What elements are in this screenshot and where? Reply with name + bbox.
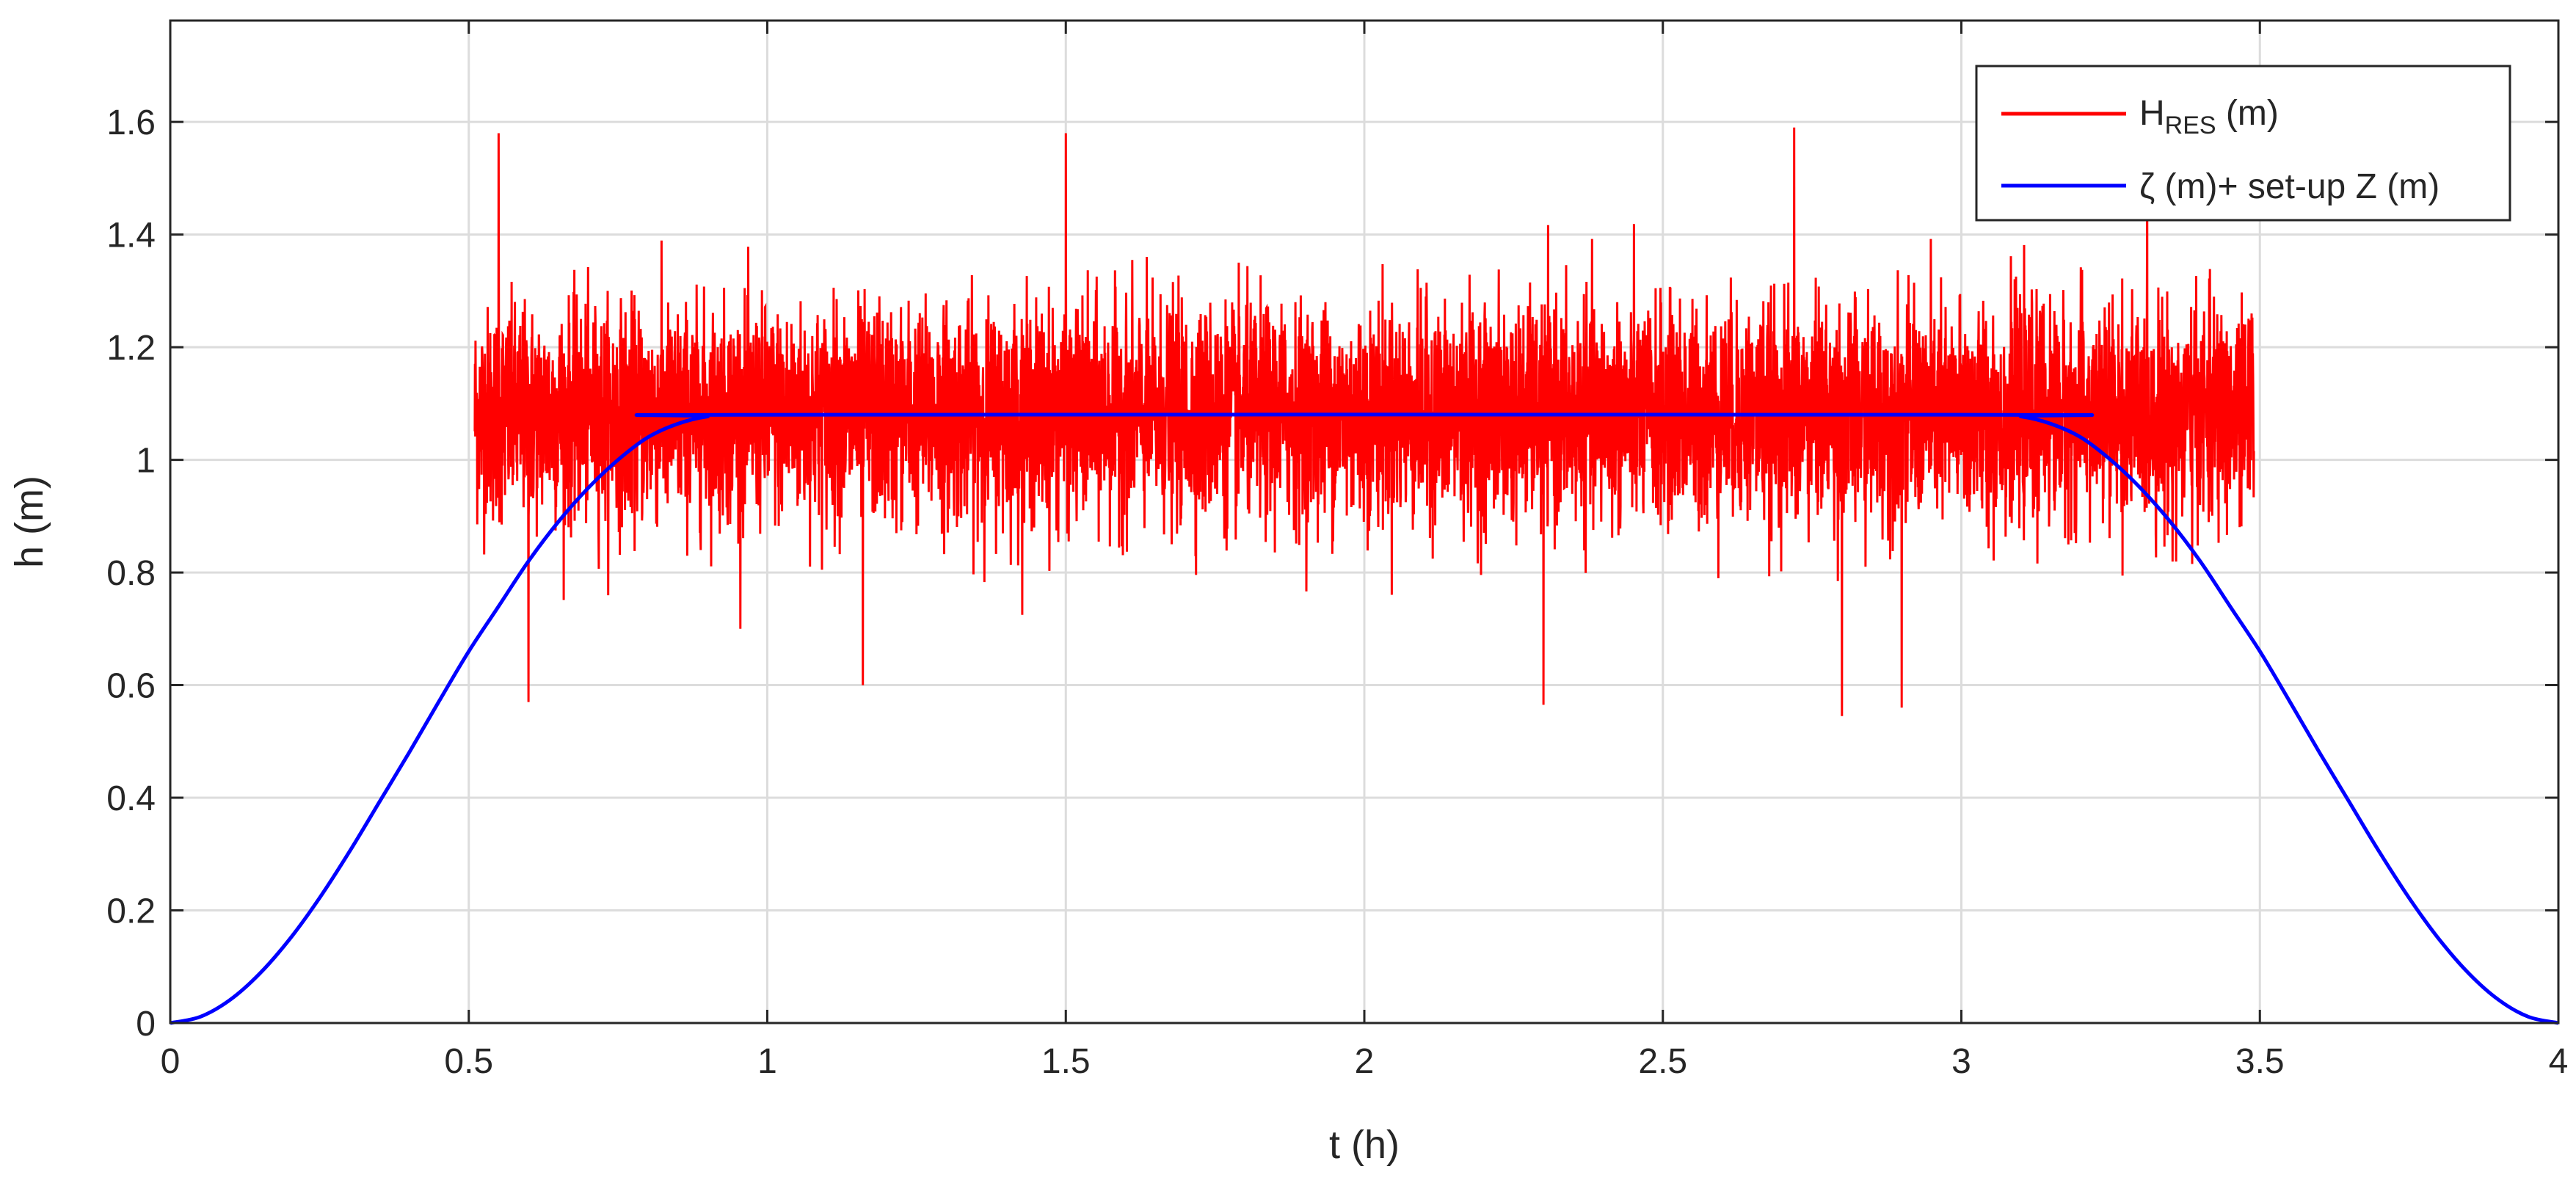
- y-axis-label: h (m): [7, 476, 51, 568]
- legend-label-setup: ζ (m)+ set-up Z (m): [2139, 167, 2439, 206]
- y-tick-label: 1.4: [106, 216, 156, 255]
- x-tick-label: 4: [2549, 1042, 2569, 1081]
- x-tick-label: 0: [161, 1042, 181, 1081]
- y-tick-label: 1.2: [106, 329, 156, 368]
- x-tick-label: 2: [1355, 1042, 1375, 1081]
- legend-label-hres: HRES (m): [2139, 94, 2279, 139]
- y-tick-label: 1: [136, 442, 156, 481]
- legend: HRES (m) ζ (m)+ set-up Z (m): [1975, 65, 2511, 222]
- x-tick-label: 3.5: [2235, 1042, 2285, 1081]
- x-axis-ticks: 0 0.5 1 1.5 2 2.5 3 3.5 4: [161, 21, 2569, 1081]
- y-tick-label: 0: [136, 1005, 156, 1044]
- x-tick-label: 3: [1951, 1042, 1971, 1081]
- x-tick-label: 1.5: [1041, 1042, 1091, 1081]
- x-axis-label: t (h): [1329, 1123, 1400, 1167]
- legend-box: [1975, 65, 2511, 222]
- legend-label-hres-main: H: [2139, 94, 2165, 133]
- x-tick-label: 0.5: [444, 1042, 493, 1081]
- y-axis-ticks: 0 0.2 0.4 0.6 0.8 1 1.2 1.4 1.6: [106, 103, 2558, 1044]
- series-line-setup: [170, 412, 2559, 1025]
- legend-label-hres-subscript: RES: [2165, 112, 2216, 139]
- y-tick-label: 0.6: [106, 667, 156, 706]
- x-tick-label: 2.5: [1638, 1042, 1687, 1081]
- y-tick-label: 1.6: [106, 103, 156, 142]
- legend-label-hres-unit: (m): [2216, 94, 2279, 133]
- y-tick-label: 0.4: [106, 779, 156, 818]
- y-tick-label: 0.2: [106, 892, 156, 931]
- plot-series: [170, 127, 2559, 1025]
- x-tick-label: 1: [757, 1042, 777, 1081]
- y-tick-label: 0.8: [106, 554, 156, 593]
